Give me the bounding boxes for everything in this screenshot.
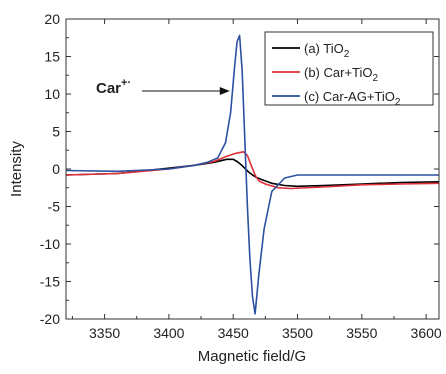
- legend-entry-a: (a) TiO2: [304, 41, 350, 60]
- annotation-label: Car+·: [96, 77, 131, 97]
- annotation-arrowhead: [219, 87, 230, 95]
- legend-label: (b) Car+TiO: [304, 65, 373, 80]
- legend: (a) TiO2(b) Car+TiO2(c) Car-AG+TiO2: [264, 31, 434, 108]
- legend-label: (a) TiO: [304, 41, 344, 56]
- x-tick-label: 3550: [346, 325, 377, 341]
- x-axis-title: Magnetic field/G: [198, 348, 306, 365]
- y-tick-label: 15: [44, 49, 60, 65]
- y-tick-label: 0: [52, 161, 60, 177]
- series-line-c: [65, 34, 439, 315]
- car-radical-annotation: Car+·: [96, 77, 230, 97]
- y-tick-label: -5: [48, 199, 61, 215]
- legend-subscript: 2: [395, 97, 401, 108]
- y-tick-label: 10: [44, 86, 60, 102]
- y-tick-label: -15: [40, 274, 60, 290]
- x-tick-label: 3450: [218, 325, 249, 341]
- y-tick-label: 20: [44, 11, 60, 27]
- legend-entry-c: (c) Car-AG+TiO2: [304, 89, 401, 108]
- legend-subscript: 2: [373, 73, 379, 84]
- legend-label: (c) Car-AG+TiO: [304, 89, 395, 104]
- x-tick-label: 3400: [153, 325, 184, 341]
- x-axis: 3350 3400 3450 3500 3550 3600: [71, 19, 442, 341]
- annotation-text: Car: [96, 80, 121, 97]
- y-tick-label: 5: [52, 124, 60, 140]
- series-layer: [65, 34, 440, 315]
- x-tick-label: 3350: [89, 325, 120, 341]
- legend-entry-b: (b) Car+TiO2: [304, 65, 379, 84]
- legend-box: [264, 31, 434, 106]
- legend-subscript: 2: [344, 49, 350, 60]
- x-tick-label: 3500: [282, 325, 313, 341]
- y-axis-title: Intensity: [8, 141, 25, 197]
- y-tick-label: -10: [40, 236, 60, 252]
- annotation-superscript: +·: [121, 77, 131, 89]
- y-tick-label: -20: [40, 311, 60, 327]
- x-tick-label: 3600: [411, 325, 442, 341]
- y-axis: -20 -15 -10 -5 0 5 10 15 20: [40, 11, 439, 327]
